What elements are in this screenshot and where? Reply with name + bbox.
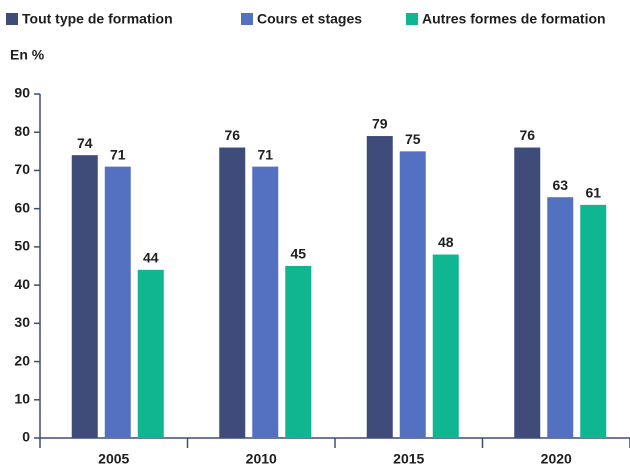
x-tick-label: 2010	[246, 451, 277, 464]
data-label: 75	[405, 131, 421, 147]
data-label: 74	[77, 135, 93, 151]
bar	[285, 266, 312, 438]
y-tick-label: 30	[14, 314, 30, 330]
bar	[514, 147, 541, 438]
bar	[137, 269, 164, 438]
data-label: 48	[438, 234, 454, 250]
x-tick-label: 2015	[393, 451, 424, 464]
data-label: 44	[143, 250, 159, 266]
bar	[432, 254, 459, 438]
x-tick-label: 2020	[541, 451, 572, 464]
data-label: 71	[110, 146, 126, 162]
y-tick-label: 10	[14, 390, 30, 406]
legend-label: Autres formes de formation	[422, 11, 606, 27]
bar	[71, 155, 98, 438]
bar	[366, 136, 393, 439]
data-label: 76	[224, 127, 240, 143]
data-label: 71	[257, 146, 273, 162]
data-label: 45	[290, 246, 306, 262]
y-axis-label: En %	[10, 47, 45, 63]
data-label: 61	[585, 185, 601, 201]
bar	[547, 197, 574, 438]
data-label: 63	[552, 177, 568, 193]
legend-label: Tout type de formation	[22, 11, 173, 27]
y-tick-label: 20	[14, 352, 30, 368]
y-tick-label: 70	[14, 161, 30, 177]
data-label: 79	[372, 116, 388, 132]
legend-label: Cours et stages	[257, 11, 362, 27]
legend-swatch	[241, 13, 253, 25]
y-tick-label: 0	[22, 429, 30, 445]
data-label: 76	[519, 127, 535, 143]
y-tick-label: 90	[14, 85, 30, 101]
legend-swatch	[6, 13, 18, 25]
bar	[252, 166, 279, 438]
y-tick-label: 50	[14, 238, 30, 254]
legend-swatch	[406, 13, 418, 25]
bar	[580, 204, 607, 438]
bar	[399, 151, 426, 439]
bar	[219, 147, 246, 438]
y-tick-label: 40	[14, 276, 30, 292]
bar	[104, 166, 131, 438]
x-tick-label: 2005	[98, 451, 129, 464]
y-tick-label: 60	[14, 199, 30, 215]
y-tick-label: 80	[14, 123, 30, 139]
